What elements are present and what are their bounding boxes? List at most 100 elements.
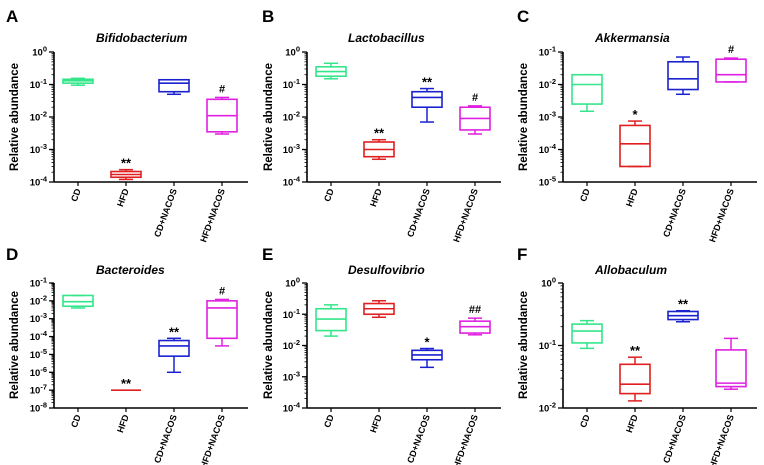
box-iqr — [571, 323, 603, 344]
significance-star: ** — [678, 297, 689, 312]
box-cd: CD — [315, 62, 347, 203]
box-hfd: ** HFD — [111, 376, 141, 434]
significance-star: ** — [422, 75, 433, 90]
panel-title: Akkermansia — [594, 31, 670, 45]
category-label: CD+NACOS — [405, 187, 432, 238]
y-tick-label: 10-3 — [283, 369, 300, 383]
y-axis-label: Relative abundance — [518, 291, 530, 399]
category-label: CD — [322, 187, 336, 203]
category-label: CD — [322, 413, 336, 429]
y-tick-label: 10-3 — [30, 142, 47, 156]
box-hfd-nacos: # HFD+NACOS — [707, 44, 747, 244]
box-cd-nacos: ** CD+NACOS — [661, 297, 699, 464]
y-tick-label: 10-3 — [283, 142, 300, 156]
box-iqr — [715, 58, 747, 83]
category-label: CD+NACOS — [152, 187, 179, 238]
y-tick-label: 10-2 — [283, 110, 300, 124]
category-label: HFD+NACOS — [198, 187, 227, 243]
y-tick-label: 10-3 — [30, 311, 47, 325]
significance-star: * — [632, 107, 638, 122]
category-label: HFD+NACOS — [451, 187, 480, 243]
category-label: HFD — [115, 187, 131, 208]
category-label: CD — [578, 413, 592, 429]
category-label: HFD — [368, 187, 384, 208]
y-tick-label: 100 — [541, 276, 556, 290]
significance-hash: # — [728, 44, 734, 56]
significance-hash: # — [472, 92, 478, 104]
category-label: HFD — [624, 413, 640, 434]
box-iqr — [619, 363, 651, 395]
box-cd: CD — [571, 319, 603, 429]
y-tick-label: 10-4 — [539, 142, 557, 156]
panel-letter: E — [262, 245, 273, 264]
box-hfd: HFD — [363, 300, 395, 434]
panel-title: Lactobacillus — [348, 31, 425, 45]
y-tick-label: 100 — [285, 45, 300, 59]
box-hfd-nacos: # HFD+NACOS — [198, 285, 238, 465]
significance-hash: # — [219, 83, 225, 95]
category-label: HFD+NACOS — [707, 187, 736, 243]
y-tick-label: 10-1 — [30, 276, 47, 290]
y-axis-label: Relative abundance — [263, 291, 275, 399]
y-tick-label: 10-1 — [539, 45, 556, 59]
box-cd: CD — [62, 77, 94, 203]
y-tick-label: 10-3 — [539, 110, 556, 124]
category-label: CD+NACOS — [152, 413, 179, 464]
panel-b: B Lactobacillus Relative abundance 100 10-1 1… — [262, 7, 501, 244]
y-tick-label: 100 — [32, 45, 47, 59]
significance-star: ** — [630, 343, 641, 358]
category-label: CD+NACOS — [405, 413, 432, 464]
box-cd-nacos: CD+NACOS — [661, 56, 699, 238]
y-tick-label: 10-2 — [30, 293, 47, 307]
box-iqr — [411, 90, 443, 109]
significance-star: ** — [121, 156, 132, 171]
y-tick-label: 10-2 — [539, 401, 556, 415]
category-label: CD — [69, 413, 83, 429]
panel-title: Bacteroides — [96, 263, 165, 277]
category-label: HFD+NACOS — [707, 413, 736, 465]
box-cd: CD — [62, 294, 94, 429]
category-label: HFD — [368, 413, 384, 434]
y-tick-label: 10-1 — [283, 77, 300, 91]
y-tick-label: 10-2 — [30, 110, 47, 124]
panel-title: Desulfovibrio — [348, 263, 425, 277]
box-iqr — [715, 349, 747, 388]
y-axis-label: Relative abundance — [263, 63, 275, 171]
box-cd-nacos: ** CD+NACOS — [152, 324, 190, 464]
box-cd-nacos: * CD+NACOS — [405, 335, 443, 464]
panel-letter: C — [517, 7, 529, 26]
box-hfd-nacos: # HFD+NACOS — [198, 83, 238, 244]
box-cd-nacos: ** CD+NACOS — [405, 75, 443, 238]
panel-letter: A — [6, 7, 18, 26]
box-hfd-nacos: HFD+NACOS — [707, 337, 747, 465]
significance-star: * — [424, 335, 430, 350]
y-tick-label: 10-4 — [283, 175, 301, 189]
panel-a: A Bifidobacterium Relative abundance 100 10-… — [6, 7, 248, 244]
significance-star: ** — [169, 324, 180, 339]
y-tick-label: 100 — [285, 276, 300, 290]
panel-e: E Desulfovibrio Relative abundance 100 10-1 1… — [262, 245, 501, 465]
y-tick-label: 10-2 — [283, 338, 300, 352]
category-label: CD — [69, 187, 83, 203]
box-iqr — [667, 60, 699, 91]
panel-title: Allobaculum — [594, 263, 667, 277]
category-label: HFD+NACOS — [451, 413, 480, 465]
y-tick-label: 10-7 — [30, 383, 47, 397]
y-tick-label: 10-1 — [30, 77, 47, 91]
box-cd-nacos: CD+NACOS — [152, 78, 190, 238]
significance-star: ** — [374, 126, 385, 141]
category-label: HFD+NACOS — [198, 413, 227, 465]
box-iqr — [62, 294, 94, 308]
y-tick-label: 10-4 — [30, 329, 48, 343]
box-hfd: * HFD — [619, 107, 651, 208]
box-hfd: ** HFD — [363, 126, 395, 208]
box-hfd-nacos: ## HFD+NACOS — [451, 304, 491, 465]
panel-letter: B — [262, 7, 274, 26]
category-label: HFD — [115, 413, 131, 434]
box-iqr — [571, 73, 603, 105]
box-hfd: ** HFD — [619, 343, 651, 434]
y-tick-label: 10-5 — [539, 175, 556, 189]
box-cd: CD — [315, 304, 347, 429]
category-label: CD+NACOS — [661, 187, 688, 238]
